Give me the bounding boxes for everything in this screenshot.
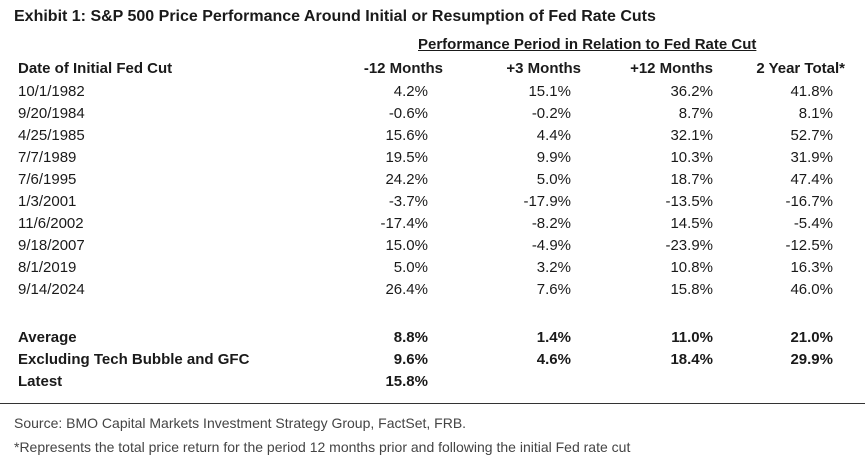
- cell-plus-12: -13.5%: [665, 193, 713, 210]
- cell-date: 8/1/2019: [18, 259, 77, 276]
- source-note: Source: BMO Capital Markets Investment S…: [14, 415, 467, 431]
- table-row: 1/3/2001 -3.7% -17.9% -13.5% -16.7%: [0, 193, 865, 215]
- summary-row-average: Average 8.8% 1.4% 11.0% 21.0%: [0, 329, 865, 351]
- summary-row-excluding: Excluding Tech Bubble and GFC 9.6% 4.6% …: [0, 351, 865, 373]
- table-row: 9/18/2007 15.0% -4.9% -23.9% -12.5%: [0, 237, 865, 259]
- footer-divider: [0, 403, 865, 404]
- cell-plus-12: 18.7%: [670, 171, 713, 188]
- cell-date: 7/7/1989: [18, 149, 77, 166]
- table-row: 9/20/1984 -0.6% -0.2% 8.7% 8.1%: [0, 105, 865, 127]
- cell-2-year: 16.3%: [790, 259, 833, 276]
- table-row: 8/1/2019 5.0% 3.2% 10.8% 16.3%: [0, 259, 865, 281]
- cell-2-year: 31.9%: [790, 149, 833, 166]
- cell-date: 11/6/2002: [18, 215, 84, 232]
- cell-minus-12: 15.6%: [385, 127, 428, 144]
- summary-plus-12: 18.4%: [670, 351, 713, 368]
- cell-minus-12: 15.0%: [385, 237, 428, 254]
- header-plus-3-months: +3 Months: [506, 60, 581, 77]
- summary-minus-12: 8.8%: [393, 329, 428, 346]
- cell-plus-3: -0.2%: [531, 105, 571, 122]
- cell-plus-12: 15.8%: [670, 281, 713, 298]
- cell-plus-3: 9.9%: [536, 149, 571, 166]
- footnote: *Represents the total price return for t…: [14, 439, 631, 455]
- summary-plus-3: 4.6%: [536, 351, 571, 368]
- cell-plus-12: 8.7%: [678, 105, 713, 122]
- cell-minus-12: 19.5%: [385, 149, 428, 166]
- table-row: 9/14/2024 26.4% 7.6% 15.8% 46.0%: [0, 281, 865, 303]
- cell-plus-12: -23.9%: [665, 237, 713, 254]
- cell-date: 4/25/1985: [18, 127, 85, 144]
- cell-2-year: 47.4%: [790, 171, 833, 188]
- cell-date: 9/20/1984: [18, 105, 85, 122]
- cell-2-year: 52.7%: [790, 127, 833, 144]
- cell-plus-3: -17.9%: [523, 193, 571, 210]
- summary-label: Average: [18, 329, 77, 346]
- cell-minus-12: -17.4%: [380, 215, 428, 232]
- header-date: Date of Initial Fed Cut: [18, 60, 173, 77]
- summary-2-year: 29.9%: [790, 351, 833, 368]
- cell-minus-12: 26.4%: [385, 281, 428, 298]
- cell-plus-3: 5.0%: [536, 171, 571, 188]
- table-header-row: Date of Initial Fed Cut -12 Months +3 Mo…: [0, 60, 865, 82]
- cell-minus-12: -0.6%: [388, 105, 428, 122]
- cell-plus-3: -8.2%: [531, 215, 571, 232]
- cell-date: 1/3/2001: [18, 193, 77, 210]
- summary-minus-12: 15.8%: [385, 373, 428, 390]
- summary-plus-3: 1.4%: [536, 329, 571, 346]
- cell-plus-3: 3.2%: [536, 259, 571, 276]
- cell-2-year: 8.1%: [798, 105, 833, 122]
- cell-date: 10/1/1982: [18, 83, 85, 100]
- cell-plus-12: 14.5%: [670, 215, 713, 232]
- cell-2-year: -16.7%: [785, 193, 833, 210]
- table-row: 7/6/1995 24.2% 5.0% 18.7% 47.4%: [0, 171, 865, 193]
- summary-plus-12: 11.0%: [671, 329, 713, 346]
- table-row: 10/1/1982 4.2% 15.1% 36.2% 41.8%: [0, 83, 865, 105]
- cell-date: 9/18/2007: [18, 237, 85, 254]
- summary-minus-12: 9.6%: [393, 351, 428, 368]
- cell-date: 9/14/2024: [18, 281, 85, 298]
- table-row: 7/7/1989 19.5% 9.9% 10.3% 31.9%: [0, 149, 865, 171]
- header-minus-12-months: -12 Months: [363, 60, 443, 77]
- cell-plus-3: 7.6%: [536, 281, 571, 298]
- exhibit-title: Exhibit 1: S&P 500 Price Performance Aro…: [14, 8, 656, 25]
- summary-2-year: 21.0%: [790, 329, 833, 346]
- header-2-year-total: 2 Year Total*: [756, 60, 845, 77]
- performance-period-subhead: Performance Period in Relation to Fed Ra…: [418, 36, 757, 53]
- cell-plus-12: 32.1%: [670, 127, 713, 144]
- summary-label: Excluding Tech Bubble and GFC: [18, 351, 250, 368]
- table-row: 11/6/2002 -17.4% -8.2% 14.5% -5.4%: [0, 215, 865, 237]
- header-plus-12-months: +12 Months: [630, 60, 713, 77]
- cell-2-year: 46.0%: [790, 281, 833, 298]
- cell-date: 7/6/1995: [18, 171, 77, 188]
- cell-plus-3: 15.1%: [528, 83, 571, 100]
- cell-minus-12: 24.2%: [385, 171, 428, 188]
- cell-plus-12: 10.8%: [670, 259, 713, 276]
- cell-2-year: 41.8%: [790, 83, 833, 100]
- cell-plus-3: 4.4%: [536, 127, 571, 144]
- summary-label: Latest: [18, 373, 63, 390]
- table-row: 4/25/1985 15.6% 4.4% 32.1% 52.7%: [0, 127, 865, 149]
- cell-plus-3: -4.9%: [531, 237, 571, 254]
- cell-2-year: -12.5%: [785, 237, 833, 254]
- cell-minus-12: 5.0%: [393, 259, 428, 276]
- cell-plus-12: 10.3%: [670, 149, 713, 166]
- summary-row-latest: Latest 15.8%: [0, 373, 865, 395]
- cell-minus-12: 4.2%: [393, 83, 428, 100]
- cell-plus-12: 36.2%: [670, 83, 713, 100]
- cell-2-year: -5.4%: [793, 215, 833, 232]
- cell-minus-12: -3.7%: [388, 193, 428, 210]
